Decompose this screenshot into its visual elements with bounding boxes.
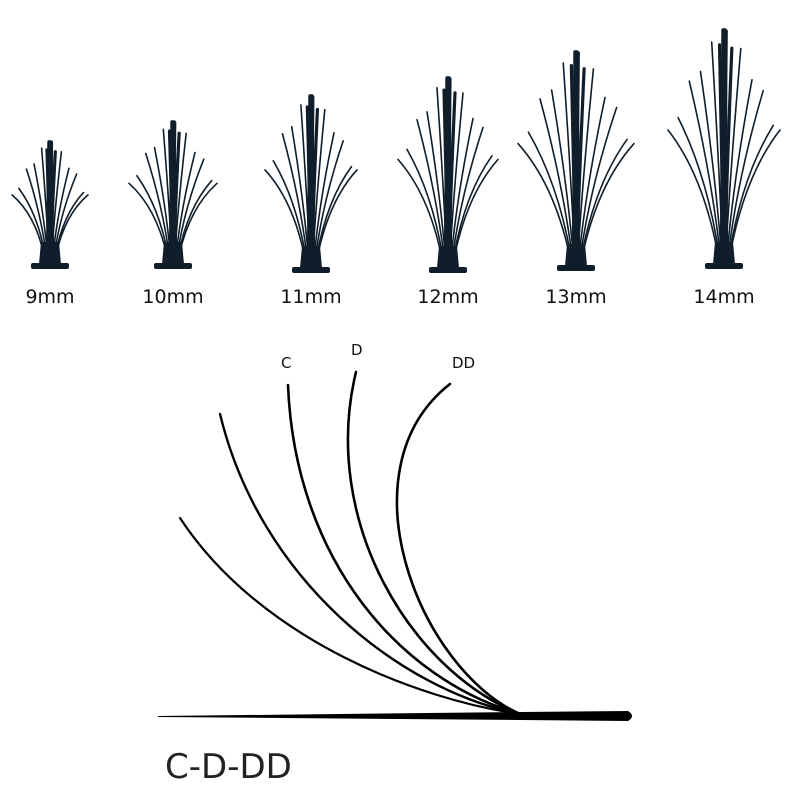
length-label: 11mm xyxy=(280,286,341,308)
length-label: 10mm xyxy=(142,286,203,308)
cluster-knot xyxy=(437,246,459,268)
curl-label-d: D xyxy=(351,341,363,359)
cluster-knot xyxy=(162,242,184,264)
cluster-base xyxy=(154,263,192,269)
curl-label-dd: DD xyxy=(452,354,475,372)
curl-label-c: C xyxy=(281,354,291,372)
cluster-base xyxy=(557,265,595,271)
length-label: 14mm xyxy=(693,286,754,308)
lash-cluster-9mm: 9mm xyxy=(11,140,89,308)
lash-cluster-row: 9mm 10mm 11mm 12mm 13mm 14mm xyxy=(11,28,781,308)
lash-strand xyxy=(728,129,781,261)
curl-diagram: C D DD C-D-DD xyxy=(158,341,632,787)
lash-cluster-14mm: 14mm xyxy=(667,28,781,308)
lash-strand xyxy=(677,116,721,261)
length-label: 12mm xyxy=(417,286,478,308)
lash-cluster-13mm: 13mm xyxy=(517,50,635,308)
curl-caption: C-D-DD xyxy=(165,747,292,787)
lash-cluster-12mm: 12mm xyxy=(397,76,499,308)
cluster-knot xyxy=(300,246,322,268)
cluster-base xyxy=(31,263,69,269)
curl-line-d xyxy=(346,370,522,716)
cluster-knot xyxy=(713,242,735,264)
cluster-base xyxy=(429,267,467,273)
lash-cluster-11mm: 11mm xyxy=(264,94,358,308)
curl-line-outer-2 xyxy=(218,412,522,716)
curl-line-c xyxy=(286,383,522,716)
lash-strand xyxy=(575,50,581,264)
lash-strand xyxy=(723,28,729,262)
lash-strand xyxy=(447,76,453,266)
lash-strand xyxy=(310,94,316,266)
curl-lines xyxy=(158,370,632,721)
cluster-knot xyxy=(565,244,587,266)
lash-cluster-10mm: 10mm xyxy=(128,120,218,308)
lash-strand xyxy=(688,80,722,261)
cluster-base xyxy=(705,263,743,269)
lash-base-stem xyxy=(158,711,632,721)
lash-strand xyxy=(667,129,720,261)
curl-line-dd xyxy=(395,382,522,716)
lash-strand xyxy=(172,120,178,262)
length-label: 13mm xyxy=(545,286,606,308)
curl-line-outer-1 xyxy=(178,516,522,716)
cluster-knot xyxy=(39,242,61,264)
cluster-base xyxy=(292,267,330,273)
lash-strand xyxy=(725,78,753,261)
length-label: 9mm xyxy=(25,286,74,308)
lash-strand xyxy=(726,89,764,261)
lash-strand xyxy=(49,140,55,262)
lash-strand xyxy=(727,124,775,261)
